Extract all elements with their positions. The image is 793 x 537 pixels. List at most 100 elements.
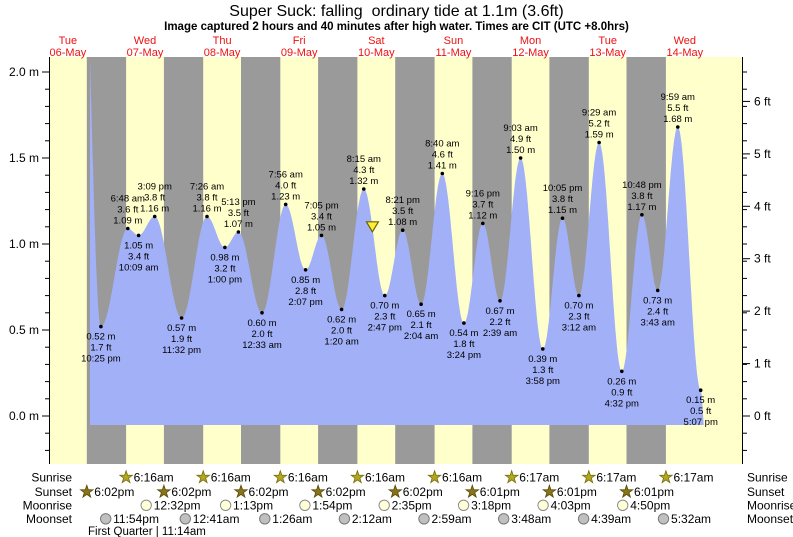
- right-axis-tick-label: 5 ft: [754, 147, 771, 161]
- page-subtitle: Image captured 2 hours and 40 minutes af…: [164, 21, 629, 33]
- low-tide-label: 4:32 pm: [605, 398, 639, 409]
- moonrise-circle-icon: [617, 499, 629, 511]
- tide-extreme-dot: [236, 230, 241, 234]
- tide-extreme-dot: [518, 156, 523, 160]
- sunset-star-icon: [541, 483, 557, 499]
- moonrise-circle-icon: [140, 499, 152, 511]
- tide-extreme-dot: [419, 302, 423, 307]
- low-tide-label: 2.2 ft: [489, 317, 510, 328]
- moonset-circle-icon: [179, 513, 192, 525]
- high-tide-label: 9:59 am: [661, 92, 695, 103]
- low-tide-label: 1.8 ft: [453, 339, 474, 350]
- moonrise-time: 1:54pm: [312, 499, 352, 513]
- sunset-time: 6:02pm: [326, 485, 366, 499]
- high-tide-label: 3.6 ft: [117, 205, 138, 216]
- moonset-circle-icon: [577, 513, 590, 525]
- tide-extreme-dot: [362, 187, 366, 191]
- moonset-time: 3:48am: [511, 512, 551, 526]
- high-tide-label: 3.8 ft: [144, 193, 165, 204]
- tide-extreme-dot: [319, 233, 324, 238]
- low-tide-label: 2.0 ft: [331, 325, 352, 336]
- low-tide-label: 0.73 m: [643, 295, 672, 306]
- low-tide-label: 12:33 am: [242, 340, 282, 351]
- high-tide-label: 4.6 ft: [432, 150, 453, 161]
- tide-extreme-dot: [560, 216, 565, 220]
- high-tide-label: 1.23 m: [271, 191, 300, 202]
- low-tide-label: 0.9 ft: [611, 387, 632, 398]
- high-tide-label: 4.3 ft: [353, 165, 374, 176]
- moonrise-circle-icon: [299, 499, 311, 511]
- high-tide-label: 1.16 m: [192, 204, 221, 215]
- high-tide-label: 1.32 m: [349, 176, 378, 187]
- page-title: Super Suck: falling ordinary tide at 1.1…: [229, 3, 564, 20]
- moonset-circle-icon: [657, 513, 670, 525]
- high-tide-label: 10:05 pm: [543, 183, 583, 194]
- sunset-star-icon: [387, 483, 403, 499]
- sunrise-star-icon: [581, 469, 597, 484]
- sunrise-time: 6:17am: [596, 471, 636, 485]
- right-axis-tick-label: 3 ft: [754, 252, 771, 266]
- left-axis-tick-label: 2.0 m: [9, 65, 39, 79]
- high-tide-label: 9:29 am: [582, 108, 616, 119]
- sunrise-time: 6:16am: [365, 471, 405, 485]
- low-tide-label: 0.54 m: [449, 328, 478, 339]
- tide-extreme-dot: [597, 140, 601, 145]
- low-tide-label: 3:24 pm: [447, 350, 481, 361]
- sunset-star-icon: [464, 483, 480, 499]
- sunrise-star-icon: [658, 469, 674, 484]
- day-name-label: Wed: [134, 35, 156, 47]
- high-tide-label: 1.68 m: [663, 114, 692, 125]
- current-tide-falling-marker: [365, 221, 380, 233]
- moonrise-circle-icon: [457, 499, 470, 511]
- moonrise-circle-icon: [219, 499, 232, 511]
- left-axis-tick-label: 1.5 m: [9, 151, 39, 165]
- tide-extreme-dot: [640, 213, 644, 217]
- high-tide-label: 1.41 m: [428, 161, 457, 172]
- low-tide-label: 2.3 ft: [568, 312, 589, 323]
- high-tide-label: 4.9 ft: [510, 134, 531, 145]
- sunset-star-icon: [79, 483, 95, 499]
- left-axis-tick-label: 1.0 m: [9, 237, 39, 251]
- low-tide-label: 0.60 m: [247, 318, 276, 329]
- low-tide-label: 1.3 ft: [532, 365, 553, 376]
- low-tide-label: 3:12 am: [562, 323, 596, 334]
- low-tide-label: 0.70 m: [564, 301, 593, 312]
- moonset-time: 5:32am: [671, 512, 711, 526]
- low-tide-label: 0.57 m: [167, 323, 196, 334]
- low-tide-label: 1.7 ft: [90, 343, 111, 354]
- high-tide-label: 3:09 pm: [138, 182, 172, 193]
- moonrise-circle-icon: [378, 499, 390, 511]
- tide-extreme-dot: [303, 268, 308, 272]
- moonset-time: 4:39am: [591, 512, 631, 526]
- high-tide-label: 1.59 m: [585, 130, 614, 141]
- right-axis-tick-label: 2 ft: [754, 304, 771, 318]
- high-tide-label: 1.12 m: [468, 210, 497, 221]
- tide-extreme-dot: [620, 369, 624, 374]
- high-tide-label: 4.0 ft: [275, 180, 296, 191]
- low-tide-label: 3:43 am: [641, 317, 675, 328]
- tide-extreme-dot: [152, 214, 157, 219]
- low-tide-label: 2:07 pm: [288, 297, 322, 308]
- tide-extreme-dot: [223, 245, 227, 250]
- day-name-label: Wed: [674, 35, 696, 47]
- low-tide-label: 1.05 m: [124, 240, 153, 251]
- tide-extreme-dot: [440, 171, 445, 176]
- high-tide-label: 3.7 ft: [472, 199, 493, 210]
- low-tide-label: 11:32 pm: [162, 345, 201, 356]
- high-tide-label: 3.4 ft: [311, 211, 332, 222]
- low-tide-label: 0.15 m: [686, 395, 715, 406]
- moonrise-time: 4:03pm: [551, 499, 591, 513]
- high-tide-label: 1.17 m: [627, 202, 656, 213]
- high-tide-label: 3.8 ft: [552, 194, 573, 205]
- low-tide-label: 0.85 m: [291, 275, 320, 286]
- high-tide-label: 5.5 ft: [667, 103, 688, 114]
- high-tide-label: 3.8 ft: [196, 193, 217, 204]
- low-tide-label: 2:04 am: [404, 331, 438, 342]
- moonset-circle-icon: [100, 513, 112, 525]
- tide-extreme-dot: [498, 299, 502, 303]
- high-tide-label: 1.09 m: [113, 216, 142, 227]
- sunrise-time: 6:17am: [519, 471, 559, 485]
- high-tide-label: 3.8 ft: [631, 191, 652, 202]
